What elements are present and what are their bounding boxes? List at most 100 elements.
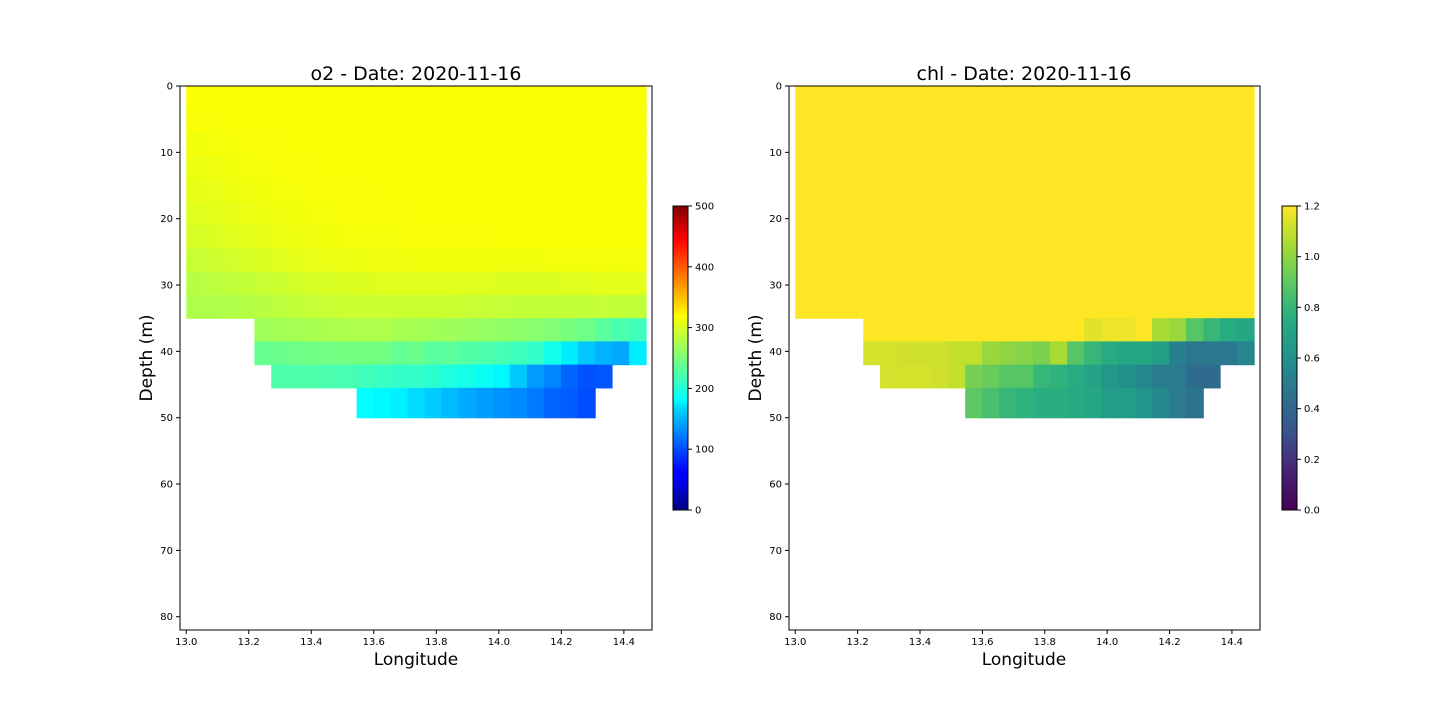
colorbar-tick-label: 0.2: [1304, 455, 1320, 466]
heatmap-cell: [1135, 364, 1153, 389]
heatmap-cell: [356, 86, 375, 110]
heatmap-cell: [1101, 387, 1119, 419]
heatmap-cell: [322, 155, 341, 180]
heatmap-cell: [595, 178, 613, 203]
heatmap-cell: [577, 109, 596, 134]
heatmap-cell: [543, 364, 562, 389]
heatmap-cell: [458, 155, 477, 180]
chl-x-axis-label: Longitude: [982, 650, 1067, 670]
chl-plot-frame: [788, 85, 1261, 631]
heatmap-cell: [1067, 364, 1085, 389]
heatmap-cell: [999, 364, 1017, 389]
heatmap-cell: [931, 86, 949, 319]
heatmap-cell: [1050, 387, 1068, 419]
heatmap-cell: [526, 248, 545, 273]
heatmap-cell: [629, 271, 647, 296]
heatmap-cell: [424, 86, 443, 110]
heatmap-cell: [1067, 86, 1085, 319]
heatmap-cell: [220, 271, 238, 296]
heatmap-cell: [1186, 341, 1204, 366]
heatmap-cell: [458, 109, 477, 134]
heatmap-cell: [611, 109, 630, 134]
heatmap-cell: [880, 341, 898, 366]
heatmap-cell: [595, 109, 613, 134]
heatmap-cell: [965, 364, 983, 389]
heatmap-cell: [595, 318, 613, 343]
heatmap-cell: [203, 248, 221, 273]
heatmap-cell: [458, 248, 477, 273]
heatmap-cell: [407, 86, 426, 110]
heatmap-cell: [475, 341, 494, 366]
heatmap-cell: [561, 178, 579, 203]
heatmap-cell: [254, 248, 272, 273]
colorbar-gradient: [673, 206, 688, 510]
heatmap-cell: [458, 318, 477, 343]
heatmap-cell: [271, 341, 290, 366]
heatmap-cell: [543, 202, 562, 226]
heatmap-cell: [271, 225, 290, 250]
heatmap-cell: [1016, 318, 1034, 343]
heatmap-cell: [288, 294, 306, 319]
heatmap-cell: [982, 341, 1000, 366]
heatmap-cell: [441, 364, 460, 389]
heatmap-cell: [543, 248, 562, 273]
heatmap-cell: [441, 109, 460, 134]
heatmap-cell: [577, 294, 596, 319]
heatmap-cell: [1152, 318, 1170, 343]
heatmap-cell: [237, 86, 255, 110]
heatmap-cell: [339, 248, 358, 273]
heatmap-cell: [509, 387, 528, 419]
colorbar-tick-label: 1.0: [1304, 252, 1320, 263]
heatmap-cell: [999, 341, 1017, 366]
heatmap-cell: [492, 109, 511, 134]
heatmap-cell: [1101, 318, 1119, 343]
heatmap-cell: [965, 341, 983, 366]
heatmap-cell: [390, 86, 409, 110]
heatmap-cell: [390, 364, 409, 389]
x-tick-label: 14.0: [488, 637, 510, 648]
heatmap-cell: [595, 155, 613, 180]
heatmap-cell: [356, 318, 375, 343]
heatmap-cell: [1118, 341, 1136, 366]
heatmap-cell: [543, 86, 562, 110]
heatmap-cell: [288, 248, 306, 273]
heatmap-cell: [322, 294, 341, 319]
heatmap-cell: [220, 294, 238, 319]
heatmap-cell: [220, 202, 238, 226]
heatmap-cell: [1186, 318, 1204, 343]
x-tick-label: 13.6: [971, 637, 993, 648]
heatmap-cell: [999, 387, 1017, 419]
heatmap-cell: [288, 271, 306, 296]
heatmap-cell: [356, 271, 375, 296]
y-tick-label: 50: [160, 413, 173, 424]
colorbar-tick-label: 100: [695, 445, 714, 456]
heatmap-cell: [880, 86, 898, 319]
heatmap-cell: [373, 341, 392, 366]
heatmap-cell: [492, 294, 511, 319]
heatmap-cell: [795, 86, 813, 319]
heatmap-cell: [407, 271, 426, 296]
heatmap-cell: [407, 132, 426, 157]
heatmap-cell: [999, 86, 1017, 319]
heatmap-cell: [595, 341, 613, 366]
heatmap-cell: [407, 294, 426, 319]
y-tick-label: 10: [160, 148, 173, 159]
colorbar-tick-label: 0.4: [1304, 404, 1320, 415]
y-tick-label: 20: [769, 214, 782, 225]
heatmap-cell: [271, 178, 290, 203]
heatmap-cell: [390, 271, 409, 296]
heatmap-cell: [407, 155, 426, 180]
heatmap-cell: [458, 86, 477, 110]
heatmap-cell: [254, 132, 272, 157]
heatmap-cell: [1084, 387, 1102, 419]
heatmap-cell: [526, 155, 545, 180]
heatmap-cell: [863, 86, 881, 319]
heatmap-cell: [424, 202, 443, 226]
heatmap-cell: [458, 294, 477, 319]
y-tick-label: 40: [769, 347, 782, 358]
heatmap-cell: [373, 387, 392, 419]
heatmap-cell: [458, 132, 477, 157]
heatmap-cell: [390, 178, 409, 203]
heatmap-cell: [948, 318, 966, 343]
